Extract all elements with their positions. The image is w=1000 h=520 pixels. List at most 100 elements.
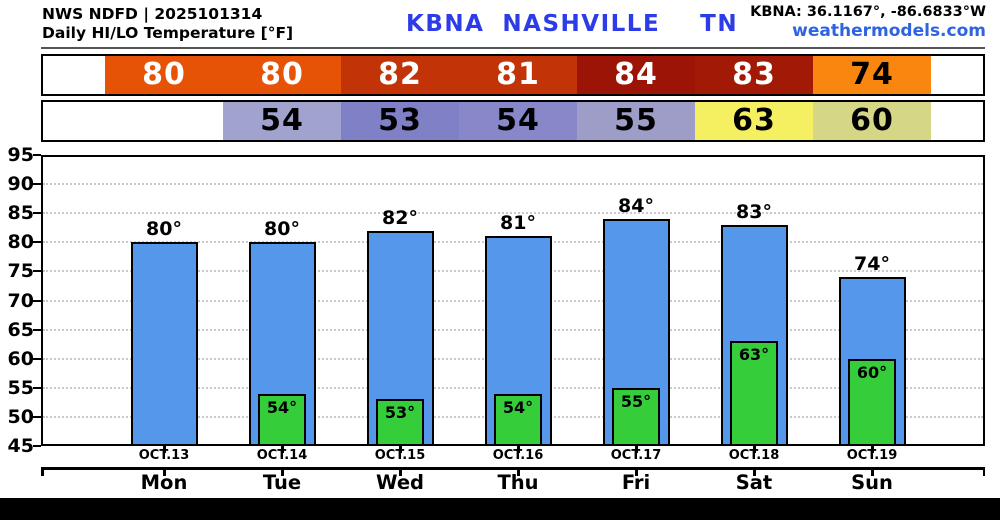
y-tick-mark <box>33 154 41 156</box>
lo-temp-strip: 54 53 54 55 63 60 <box>41 100 985 142</box>
hi-temp-cell: 74 <box>813 56 931 94</box>
date-tick-mark <box>281 446 284 453</box>
y-tick-label: 75 <box>7 260 34 283</box>
lo-value-label: 60° <box>856 362 888 382</box>
y-tick-label: 45 <box>7 435 34 457</box>
day-tick-mark <box>635 467 638 476</box>
lo-temp-cell: 54 <box>223 102 341 140</box>
day-tick-mark <box>281 467 284 476</box>
day-tick-mark <box>753 467 756 476</box>
empty-cell <box>43 56 105 94</box>
date-label: OCT.19 <box>846 448 898 463</box>
gridline-90 <box>43 183 983 186</box>
hi-value-label: 84° <box>618 195 654 218</box>
day-label: Wed <box>376 471 424 494</box>
date-label: OCT.18 <box>728 448 780 463</box>
day-tick-mark <box>399 467 402 476</box>
station-id: KBNA <box>406 11 485 37</box>
date-tick-mark <box>163 446 166 453</box>
gridline-85 <box>43 212 983 215</box>
day-label: Tue <box>262 471 302 494</box>
y-tick-label: 60 <box>7 347 34 370</box>
lo-temp-cell: 55 <box>577 102 695 140</box>
y-tick-mark <box>33 299 41 302</box>
product-label: Daily HI/LO Temperature [°F] <box>42 24 294 42</box>
hi-temp-strip: 80 80 82 81 84 83 74 <box>41 54 985 96</box>
hi-value-label: 81° <box>500 212 536 235</box>
footer-bar <box>0 498 1000 520</box>
header-right: KBNA: 36.1167°, -86.6833°W weathermodels… <box>750 4 986 41</box>
hi-value-label: 82° <box>382 206 418 229</box>
day-tick-mark <box>163 467 166 476</box>
date-tick-mark <box>635 446 638 453</box>
hi-value-label: 83° <box>736 200 772 223</box>
empty-cell <box>43 102 223 140</box>
site-link[interactable]: weathermodels.com <box>792 21 986 41</box>
empty-cell <box>931 102 983 140</box>
hi-temp-cell: 84 <box>577 56 695 94</box>
day-tick-mark <box>517 467 520 476</box>
hi-value-label: 80° <box>264 218 300 241</box>
hi-temp-cell: 80 <box>105 56 223 94</box>
y-tick-label: 65 <box>7 318 34 341</box>
station-title: KBNA NASHVILLE TN <box>406 11 738 37</box>
lo-bar <box>494 393 542 446</box>
lo-bar <box>258 393 306 446</box>
lo-bar <box>612 387 660 446</box>
y-tick-mark <box>33 212 41 215</box>
day-axis-line <box>41 467 985 470</box>
day-label: Sun <box>851 471 893 494</box>
hi-temp-cell: 81 <box>459 56 577 94</box>
y-tick-label: 90 <box>7 173 34 196</box>
header-left: NWS NDFD | 2025101314 Daily HI/LO Temper… <box>42 5 293 43</box>
y-tick-mark <box>33 183 41 186</box>
hi-value-label: 74° <box>854 253 890 276</box>
y-tick-label: 95 <box>7 144 34 166</box>
lo-temp-cell: 53 <box>341 102 459 140</box>
date-label: OCT.15 <box>374 448 426 463</box>
date-tick-mark <box>517 446 520 453</box>
y-tick-mark <box>33 386 41 389</box>
y-tick-label: 85 <box>7 202 34 225</box>
day-label: Sat <box>735 471 773 494</box>
day-label: Thu <box>497 471 539 494</box>
lo-value-label: 63° <box>738 345 770 365</box>
station-name: NASHVILLE <box>502 11 661 37</box>
empty-cell <box>931 56 983 94</box>
lo-bar <box>848 358 896 446</box>
lo-bar <box>730 341 778 446</box>
lo-temp-cell: 60 <box>813 102 931 140</box>
station-coordinates: KBNA: 36.1167°, -86.6833°W <box>750 4 986 20</box>
date-label: OCT.14 <box>256 448 308 463</box>
date-tick-mark <box>753 446 756 453</box>
day-label: Fri <box>621 471 651 494</box>
hi-temp-cell: 80 <box>223 56 341 94</box>
day-axis-end-tick <box>41 467 44 476</box>
station-state: TN <box>700 11 739 37</box>
plot-area: 80° 80° 54° 82° 53° 81° 54° 84° 55° 83° 63° 74° 60° <box>41 155 985 446</box>
model-run-label: NWS NDFD | 2025101314 <box>42 5 263 23</box>
y-tick-mark <box>33 328 41 331</box>
y-tick-mark <box>33 445 41 447</box>
y-tick-label: 55 <box>7 376 34 399</box>
y-tick-label: 70 <box>7 289 34 312</box>
header-divider <box>41 47 985 49</box>
date-label: OCT.17 <box>610 448 662 463</box>
date-label: OCT.13 <box>138 448 190 463</box>
date-tick-mark <box>399 446 402 453</box>
lo-value-label: 53° <box>384 403 416 423</box>
hi-temp-cell: 82 <box>341 56 459 94</box>
y-tick-mark <box>33 357 41 360</box>
day-tick-mark <box>871 467 874 476</box>
y-tick-mark <box>33 241 41 244</box>
lo-value-label: 54° <box>502 397 534 417</box>
y-tick-label: 50 <box>7 405 34 428</box>
date-tick-mark <box>871 446 874 453</box>
day-label: Mon <box>140 471 188 494</box>
y-tick-mark <box>33 415 41 418</box>
hi-bar <box>130 242 198 446</box>
lo-temp-cell: 54 <box>459 102 577 140</box>
hi-value-label: 80° <box>146 218 182 241</box>
day-axis-end-tick <box>982 467 985 476</box>
